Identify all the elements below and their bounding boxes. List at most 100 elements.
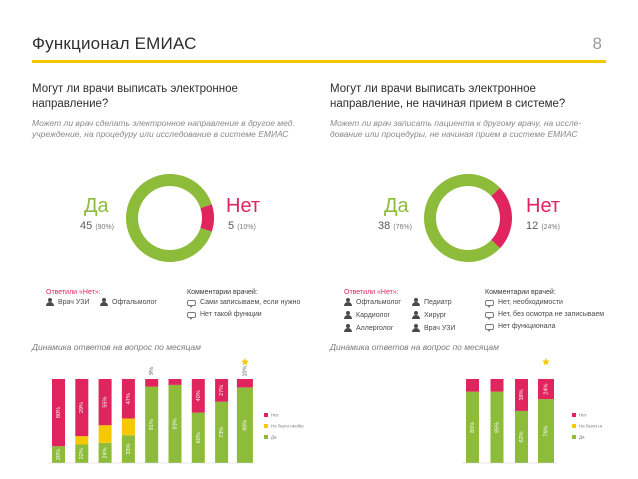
comment-icon bbox=[187, 299, 196, 308]
legend-swatch bbox=[264, 424, 268, 428]
bar-no bbox=[466, 379, 479, 392]
star-icon bbox=[542, 358, 550, 366]
legend-label: Не было необходимости bbox=[579, 424, 602, 429]
bar-yes bbox=[168, 384, 182, 463]
bar-yes bbox=[466, 391, 479, 463]
legend-label: Нет bbox=[579, 413, 587, 418]
bar-no-label: 80% bbox=[56, 407, 62, 418]
yes-value: 45 (90%) bbox=[80, 220, 114, 232]
star-icon bbox=[241, 358, 249, 366]
answered-no-title: Ответили «Нет»: bbox=[344, 289, 399, 296]
bar-not-needed bbox=[75, 436, 89, 445]
person-icon bbox=[46, 298, 54, 306]
question-subtitle: Может ли врач сделать электронное направ… bbox=[32, 118, 295, 139]
bar-yes-label: 60% bbox=[196, 432, 202, 443]
no-label: Нет bbox=[226, 195, 261, 217]
bar-not-needed bbox=[121, 418, 135, 436]
person-icon bbox=[412, 311, 420, 319]
bar-yes-label: 91% bbox=[149, 419, 155, 430]
person-icon bbox=[100, 298, 108, 306]
comment-icon bbox=[485, 323, 494, 332]
legend-label: Не было необходимости bbox=[271, 424, 304, 429]
no-label: Нет bbox=[526, 195, 561, 217]
comment-item: Нет функционала bbox=[485, 323, 556, 332]
bar-no bbox=[121, 379, 135, 419]
bar-no-label: 47% bbox=[126, 393, 132, 404]
person-icon bbox=[344, 324, 352, 332]
donut-chart bbox=[126, 174, 214, 262]
legend-swatch bbox=[264, 413, 268, 417]
bar-yes bbox=[121, 435, 135, 463]
bar-yes bbox=[52, 446, 65, 463]
comment-item: Сами записываем, если нужно bbox=[187, 299, 300, 308]
yes-label: Да bbox=[384, 195, 409, 217]
bar-yes bbox=[145, 386, 159, 463]
bar-no bbox=[538, 379, 554, 400]
doctor-item: Кардиолог bbox=[344, 311, 390, 319]
yes-label: Да bbox=[84, 195, 109, 217]
bar-no bbox=[75, 379, 89, 437]
donut-hole bbox=[140, 188, 200, 248]
legend-label: Да bbox=[579, 435, 585, 440]
doctor-item: Педиатр bbox=[412, 298, 452, 306]
bar-yes bbox=[191, 412, 205, 463]
left-panel: Могут ли врачи выписать электронное напр… bbox=[32, 82, 304, 472]
doctor-item: Аллерголог bbox=[344, 324, 393, 332]
bar-yes bbox=[490, 391, 504, 463]
legend-label: Да bbox=[271, 435, 277, 440]
page-number: 8 bbox=[592, 34, 602, 53]
bar-yes-label: 20% bbox=[56, 449, 62, 460]
comment-item: Нет, необходимости bbox=[485, 299, 563, 308]
bar-no-label: 24% bbox=[543, 383, 549, 394]
page-title: Функционал ЕМИАС bbox=[32, 34, 197, 53]
person-icon bbox=[344, 298, 352, 306]
question-title: Могут ли врачи выписать электронное напр… bbox=[32, 83, 238, 110]
right-panel: Могут ли врачи выписать электронное напр… bbox=[330, 82, 604, 472]
legend-swatch bbox=[572, 435, 576, 439]
question-title: Могут ли врачи выписать электронное напр… bbox=[330, 83, 566, 110]
yes-value: 38 (76%) bbox=[378, 220, 412, 232]
comment-icon bbox=[485, 299, 494, 308]
bar-no-label: 27% bbox=[219, 385, 225, 396]
bar-yes-label: 62% bbox=[519, 431, 525, 442]
legend-swatch bbox=[572, 424, 576, 428]
dynamics-title: Динамика ответов на вопрос по месяцам bbox=[330, 342, 499, 352]
person-icon bbox=[412, 298, 420, 306]
bar-yes bbox=[75, 444, 89, 463]
bar-no-label: 55% bbox=[103, 396, 109, 407]
doctor-item: Офтальмолог bbox=[344, 298, 401, 306]
doctor-item: Хирург bbox=[412, 311, 446, 319]
comment-item: Нет такой функции bbox=[187, 311, 262, 320]
donut-hole bbox=[438, 188, 498, 248]
bar-yes-label: 33% bbox=[126, 444, 132, 455]
bar-yes-label: 85% bbox=[470, 422, 476, 433]
bar-yes bbox=[538, 399, 554, 463]
answered-no-title: Ответили «Нет»: bbox=[46, 289, 101, 296]
bar-no-label: 9% bbox=[149, 367, 155, 375]
bar-no-label: 38% bbox=[519, 389, 525, 400]
donut-chart bbox=[424, 174, 512, 262]
comments-title: Комментарии врачей: bbox=[485, 289, 556, 296]
legend-label: Нет bbox=[271, 413, 279, 418]
bar-yes-label: 93% bbox=[172, 418, 178, 429]
doctor-item: Врач УЗИ bbox=[46, 298, 89, 306]
donut-slice-no bbox=[200, 204, 214, 232]
comment-icon bbox=[485, 311, 494, 320]
bar-yes-label: 76% bbox=[543, 425, 549, 436]
bar-no bbox=[98, 379, 112, 426]
bar-no bbox=[168, 379, 182, 385]
bar-no bbox=[515, 379, 528, 411]
bar-not-needed bbox=[98, 425, 112, 443]
person-icon bbox=[412, 324, 420, 332]
doctor-item: Врач УЗИ bbox=[412, 324, 455, 332]
bar-yes-label: 22% bbox=[79, 448, 85, 459]
bar-no bbox=[490, 379, 504, 392]
donut-slice-no bbox=[491, 187, 512, 249]
comment-icon bbox=[187, 311, 196, 320]
comment-item: Нет, без осмотра не записываем bbox=[485, 311, 604, 320]
bar-no-label: 40% bbox=[196, 390, 202, 401]
no-value: 12 (24%) bbox=[526, 220, 560, 232]
person-icon bbox=[344, 311, 352, 319]
bar-no-label: 29% bbox=[79, 402, 85, 413]
legend-swatch bbox=[264, 435, 268, 439]
